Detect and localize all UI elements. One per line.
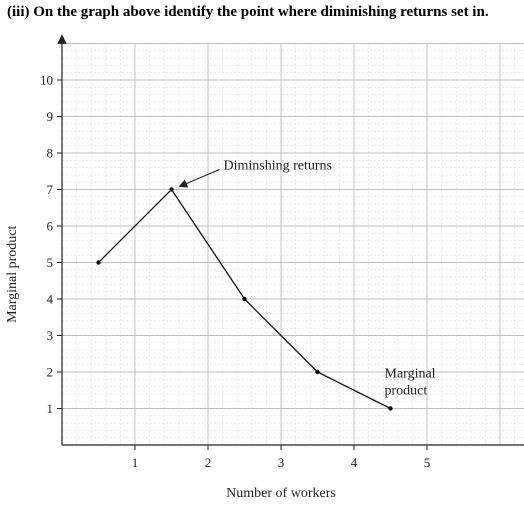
y-tick-label: 1 bbox=[47, 401, 54, 416]
annotation-marginal-product-line2: product bbox=[385, 384, 428, 399]
x-axis-label: Number of workers bbox=[226, 486, 336, 501]
x-tick-label: 2 bbox=[205, 455, 212, 470]
y-tick-label: 7 bbox=[47, 182, 54, 197]
y-tick-label: 3 bbox=[47, 328, 54, 343]
axes bbox=[57, 34, 524, 446]
data-point bbox=[169, 187, 174, 192]
data-point bbox=[388, 406, 393, 411]
y-tick-label: 6 bbox=[47, 219, 54, 234]
x-tick-label: 1 bbox=[132, 455, 139, 470]
x-tick-label: 5 bbox=[424, 455, 431, 470]
annotation-diminishing-returns: Diminshing returns bbox=[224, 159, 333, 174]
y-tick-label: 5 bbox=[47, 255, 54, 270]
y-axis-label: Marginal product bbox=[5, 225, 20, 322]
y-tick-label: 4 bbox=[47, 292, 54, 307]
y-tick-label: 10 bbox=[40, 73, 53, 88]
annotation-marginal-product-line1: Marginal bbox=[385, 367, 436, 382]
y-tick-label: 2 bbox=[47, 365, 54, 380]
data-point bbox=[242, 296, 247, 302]
data-point bbox=[96, 260, 101, 265]
data-point bbox=[315, 369, 320, 375]
x-tick-label: 3 bbox=[278, 455, 285, 470]
question-text: (iii) On the graph above identify the po… bbox=[7, 4, 489, 20]
y-tick-label: 9 bbox=[47, 109, 54, 124]
series bbox=[96, 187, 393, 411]
grid bbox=[62, 43, 524, 445]
annotation-arrow bbox=[178, 168, 220, 188]
ticks: 1 2 3 4 5 1 2 3 4 5 6 7 8 9 10 bbox=[40, 73, 430, 471]
x-tick-label: 4 bbox=[351, 455, 358, 470]
y-tick-label: 8 bbox=[47, 146, 54, 161]
annotations: Diminshing returns Marginal product bbox=[178, 159, 436, 399]
